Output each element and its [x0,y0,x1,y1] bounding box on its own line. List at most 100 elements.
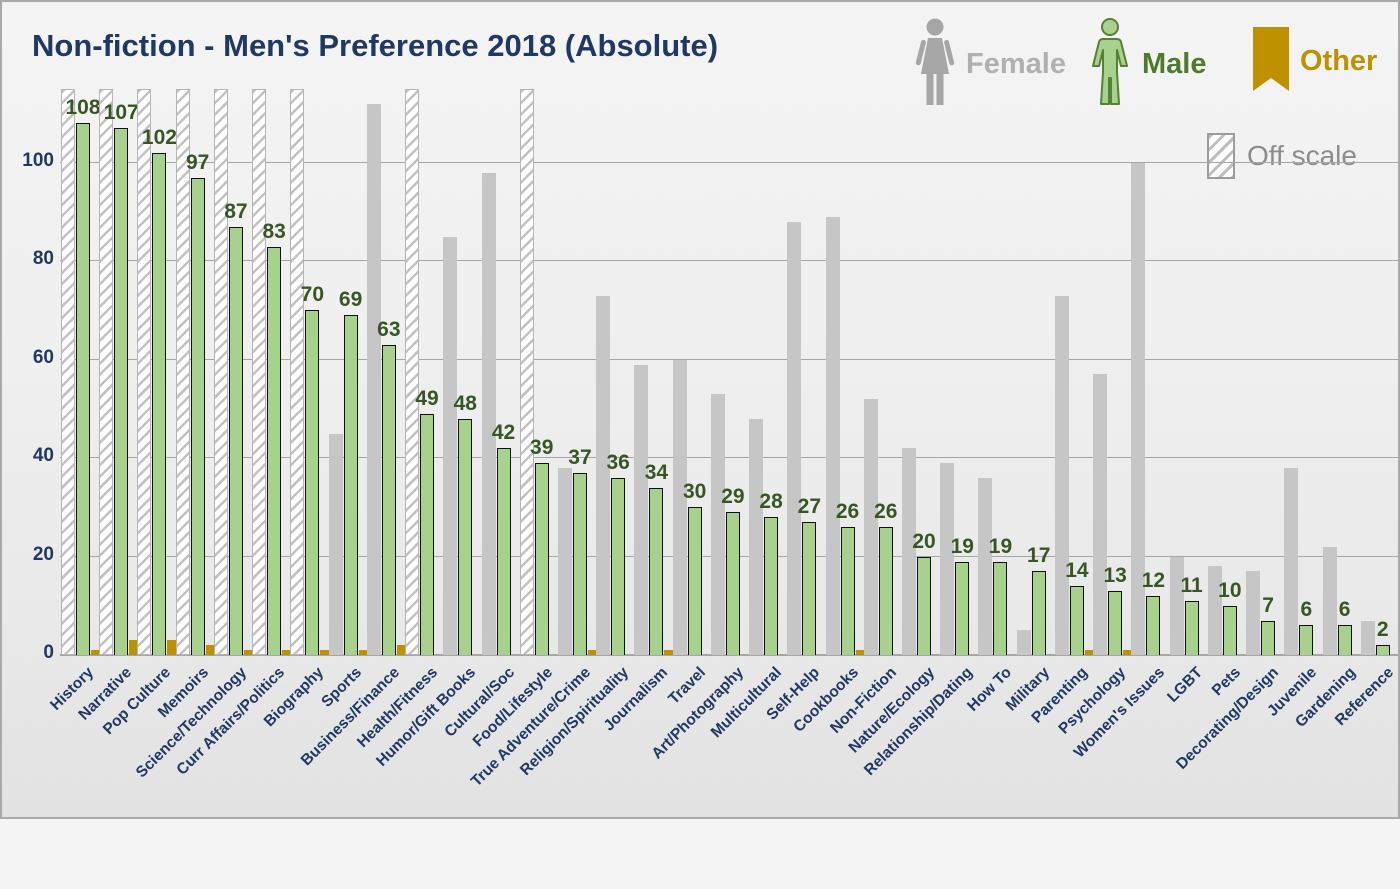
male-value-label: 37 [568,445,592,469]
other-bar [1084,650,1097,655]
female-bar [1054,295,1069,655]
male-value-label: 26 [835,500,860,524]
male-value-label: 63 [377,317,401,341]
gridline [60,161,1398,163]
y-tick-label: 100 [22,149,54,171]
male-value-label: 11 [1180,573,1203,597]
male-value-label: 97 [185,150,210,174]
female-bar [1322,546,1337,655]
category-slot: 108 [60,89,103,655]
category-slot: 39 [519,89,557,655]
category-slot: 6 [1322,89,1360,655]
category-slot: 10 [1207,89,1245,655]
y-tick-label: 40 [32,445,54,467]
legend-off-scale: Off scale [1207,133,1357,179]
female-bar [940,463,955,655]
other-bar [205,645,218,655]
gridline [60,358,1398,360]
male-value-label: 42 [491,421,516,445]
male-value-label: 2 [1376,618,1389,642]
male-bar [1146,595,1161,655]
category-slot: 28 [748,89,786,655]
male-bar [955,561,970,655]
male-bar [840,527,855,655]
category-slot: 26 [825,89,868,655]
male-value-label: 26 [874,500,898,524]
female-bar [978,477,993,655]
other-bar [320,650,333,655]
y-tick-label: 80 [32,248,54,270]
gridline [60,260,1398,262]
female-bar [1360,620,1375,655]
male-value-label: 12 [1141,568,1166,592]
category-slot: 63 [366,89,409,655]
female-bar [787,221,802,655]
female-bar [481,172,496,655]
other-bar [358,650,371,655]
male-bar [725,512,740,655]
category-slot: 37 [557,89,600,655]
female-bar-off-scale [213,89,228,655]
category-slot: 6 [1283,89,1321,655]
male-value-label: 83 [262,219,286,243]
male-value-label: 17 [1027,544,1051,568]
male-bar [1299,625,1314,655]
female-bar [1131,162,1146,655]
male-value-label: 19 [988,534,1013,558]
category-slot: 42 [481,89,519,655]
male-value-label: 14 [1065,559,1089,583]
male-bar [381,344,396,655]
female-bar [634,364,649,655]
male-bar [76,123,90,655]
male-bar [496,448,511,655]
female-bar [1093,374,1108,655]
legend-female: Female [914,18,1066,111]
other-bar [1123,650,1136,655]
male-bar [420,413,435,655]
male-value-label: 28 [759,490,783,514]
female-bar [596,295,611,655]
male-person-icon [1088,18,1132,111]
male-bar [764,517,779,655]
female-bar [1284,467,1299,655]
other-bar [243,650,256,655]
female-bar [749,418,764,655]
female-bar-off-scale [405,89,420,655]
male-bar [343,315,358,655]
y-tick-label: 20 [32,543,54,565]
chart-canvas: { "title": "Non-fiction - Men's Preferen… [0,0,1400,819]
male-value-label: 13 [1103,564,1127,588]
male-value-label: 107 [103,101,139,125]
other-bar [396,645,409,655]
male-value-label: 87 [224,199,248,223]
female-bar [1207,566,1222,655]
female-bar-off-scale [137,89,152,655]
male-bar [1031,571,1046,655]
category-slot: 48 [442,89,480,655]
off-scale-swatch-icon [1207,133,1235,179]
male-bar [1069,586,1084,655]
male-value-label: 69 [338,288,363,312]
x-axis-labels: History Narrative Pop Culture Memoirs Scienc… [47,658,1398,818]
category-slot: 83 [251,89,295,655]
male-bar [649,487,664,655]
category-slot: 20 [901,89,939,655]
female-bar [825,216,840,655]
category-slot: 13 [1092,89,1136,655]
male-bar [190,177,205,655]
male-value-label: 30 [682,480,707,504]
male-bar [1184,600,1199,655]
male-bar [611,477,626,655]
male-bar [228,226,243,655]
legend-male: Male [1088,18,1206,111]
gridline [60,457,1398,459]
female-bar [1169,556,1184,655]
male-bar [878,527,893,655]
male-value-label: 70 [300,283,325,307]
male-value-label: 48 [453,391,477,415]
category-slot: 2 [1360,89,1398,655]
male-bar [305,310,320,655]
male-value-label: 10 [1218,578,1242,602]
category-slot: 11 [1169,89,1207,655]
male-value-label: 27 [797,495,821,519]
